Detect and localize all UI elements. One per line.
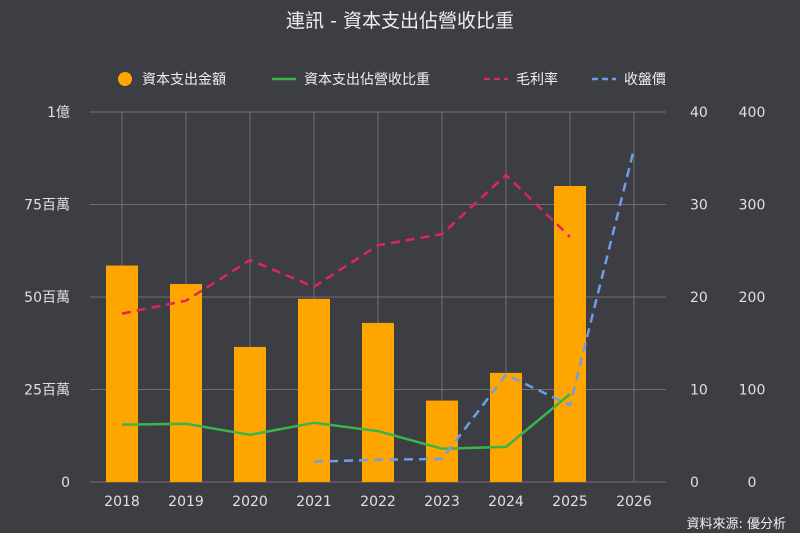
x-tick-label: 2023 — [424, 494, 460, 510]
legend-label-price: 收盤價 — [624, 71, 666, 88]
y-tick-label-right: 20 — [690, 290, 708, 306]
bar — [170, 284, 202, 482]
legend: 資本支出金額 資本支出佔營收比重 毛利率 收盤價 — [118, 71, 666, 88]
x-tick-label: 2026 — [616, 494, 652, 510]
y-tick-label-left: 1億 — [47, 105, 70, 121]
bar — [106, 265, 138, 482]
x-tick-label: 2021 — [296, 494, 332, 510]
series-line — [121, 393, 571, 450]
y-tick-label-price: 100 — [739, 383, 766, 399]
y-tick-label-price: 300 — [739, 198, 766, 214]
x-tick-label: 2022 — [360, 494, 396, 510]
x-tick-label: 2018 — [104, 494, 140, 510]
y-tick-label-right: 30 — [690, 198, 708, 214]
chart-title: 連訊 - 資本支出佔營收比重 — [286, 10, 514, 32]
y-tick-label-left: 50百萬 — [24, 290, 70, 306]
tick-labels: 0 0 0 25百萬 10 100 50百萬 20 200 75百萬 30 300 1億 40 400 201… — [24, 105, 765, 510]
series-line — [313, 148, 636, 463]
y-tick-label-left: 75百萬 — [24, 198, 70, 214]
y-tick-label-price: 400 — [739, 105, 766, 121]
bar-series — [106, 186, 586, 482]
x-tick-label: 2025 — [552, 494, 588, 510]
y-tick-label-price: 0 — [748, 475, 757, 491]
bar — [490, 372, 522, 482]
x-tick-label: 2019 — [168, 494, 204, 510]
x-tick-label: 2020 — [232, 494, 268, 510]
y-tick-label-right: 0 — [690, 475, 699, 491]
y-tick-label-price: 200 — [739, 290, 766, 306]
bar — [554, 186, 586, 482]
y-tick-label-right: 10 — [690, 383, 708, 399]
y-tick-label-right: 40 — [690, 105, 708, 121]
x-tick-label: 2024 — [488, 494, 524, 510]
bar — [426, 400, 458, 482]
bar — [234, 346, 266, 482]
bar — [298, 298, 330, 482]
source-note: 資料來源: 優分析 — [686, 517, 786, 532]
bar — [362, 322, 394, 482]
line-series — [121, 148, 636, 463]
series-line — [121, 173, 571, 315]
y-tick-label-left: 25百萬 — [24, 383, 70, 399]
y-tick-label-left: 0 — [61, 475, 70, 491]
legend-label-ratio: 資本支出佔營收比重 — [304, 72, 430, 88]
legend-swatch-capex — [118, 72, 132, 86]
legend-label-margin: 毛利率 — [516, 71, 558, 88]
legend-label-capex: 資本支出金額 — [142, 72, 226, 88]
